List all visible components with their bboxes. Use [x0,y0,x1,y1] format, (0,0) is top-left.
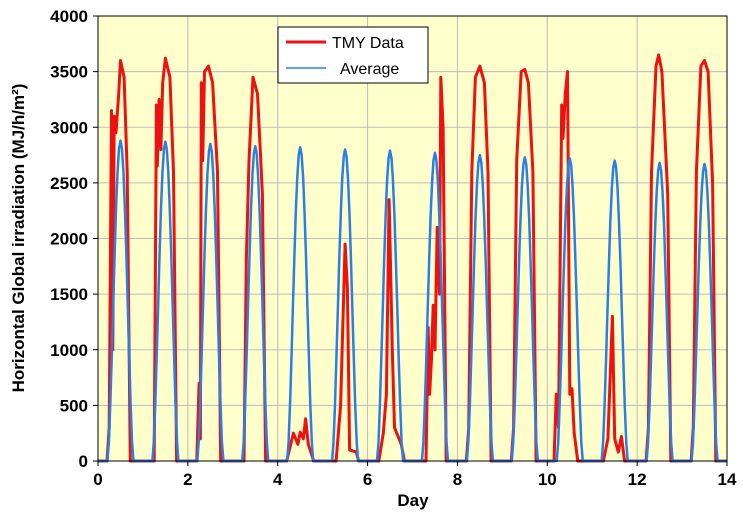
y-tick-label: 0 [79,452,88,471]
x-tick-label: 2 [183,470,192,489]
x-tick-label: 4 [273,470,283,489]
y-tick-label: 2500 [50,174,88,193]
x-tick-label: 0 [93,470,102,489]
y-tick-label: 3500 [50,63,88,82]
x-axis-title: Day [397,491,429,510]
y-tick-label: 3000 [50,118,88,137]
legend-box [277,26,429,84]
y-tick-label: 1500 [50,285,88,304]
y-tick-label: 1000 [50,341,88,360]
y-tick-label: 4000 [50,7,88,26]
y-axis-title: Horizontal Global irradiation (MJ/h/m²) [9,84,28,393]
x-tick-label: 14 [718,470,737,489]
legend: TMY Data Average [277,26,429,84]
x-tick-label: 6 [363,470,372,489]
y-tick-label: 2000 [50,230,88,249]
legend-label-tmy: TMY Data [332,35,404,52]
x-tick-label: 10 [538,470,557,489]
y-tick-label: 500 [60,396,88,415]
y-axis: 0 500 1000 1500 2000 2500 3000 3500 4000 [50,7,98,471]
x-tick-label: 12 [628,470,647,489]
x-axis: 0 2 4 6 8 10 12 14 [93,461,737,489]
legend-label-average: Average [340,61,399,78]
x-tick-label: 8 [453,470,462,489]
